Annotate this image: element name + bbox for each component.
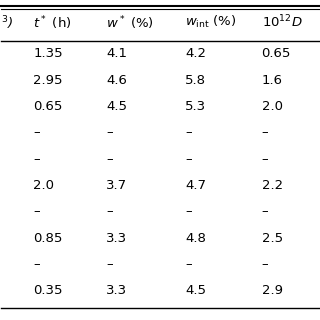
Text: 3.3: 3.3 bbox=[106, 232, 127, 245]
Text: –: – bbox=[106, 153, 113, 166]
Text: 2.5: 2.5 bbox=[261, 232, 283, 245]
Text: 2.95: 2.95 bbox=[33, 74, 63, 87]
Text: –: – bbox=[106, 205, 113, 218]
Text: –: – bbox=[185, 153, 192, 166]
Text: –: – bbox=[261, 258, 268, 271]
Text: 4.8: 4.8 bbox=[185, 232, 206, 245]
Text: –: – bbox=[33, 258, 40, 271]
Text: –: – bbox=[33, 205, 40, 218]
Text: 2.0: 2.0 bbox=[33, 179, 54, 192]
Text: 2.2: 2.2 bbox=[261, 179, 283, 192]
Text: 4.5: 4.5 bbox=[106, 100, 127, 113]
Text: $w^*$ (%): $w^*$ (%) bbox=[106, 14, 154, 32]
Text: 4.7: 4.7 bbox=[185, 179, 206, 192]
Text: 1.6: 1.6 bbox=[261, 74, 283, 87]
Text: –: – bbox=[33, 153, 40, 166]
Text: 3.3: 3.3 bbox=[106, 284, 127, 297]
Text: 5.8: 5.8 bbox=[185, 74, 206, 87]
Text: 2.0: 2.0 bbox=[261, 100, 283, 113]
Text: 0.35: 0.35 bbox=[33, 284, 63, 297]
Text: 0.65: 0.65 bbox=[261, 47, 291, 60]
Text: $10^{12}D$: $10^{12}D$ bbox=[261, 14, 302, 31]
Text: 5.3: 5.3 bbox=[185, 100, 206, 113]
Text: 4.5: 4.5 bbox=[185, 284, 206, 297]
Text: 1.35: 1.35 bbox=[33, 47, 63, 60]
Text: $w_{\rm int}$ (%): $w_{\rm int}$ (%) bbox=[185, 14, 236, 30]
Text: 0.85: 0.85 bbox=[33, 232, 62, 245]
Text: 4.1: 4.1 bbox=[106, 47, 127, 60]
Text: –: – bbox=[33, 126, 40, 140]
Text: –: – bbox=[185, 126, 192, 140]
Text: –: – bbox=[261, 153, 268, 166]
Text: –: – bbox=[185, 258, 192, 271]
Text: 2.9: 2.9 bbox=[261, 284, 283, 297]
Text: 0.65: 0.65 bbox=[33, 100, 62, 113]
Text: –: – bbox=[185, 205, 192, 218]
Text: $^3$): $^3$) bbox=[1, 14, 13, 32]
Text: 3.7: 3.7 bbox=[106, 179, 127, 192]
Text: $t^*$ (h): $t^*$ (h) bbox=[33, 14, 72, 32]
Text: –: – bbox=[106, 258, 113, 271]
Text: –: – bbox=[261, 126, 268, 140]
Text: 4.2: 4.2 bbox=[185, 47, 206, 60]
Text: –: – bbox=[261, 205, 268, 218]
Text: 4.6: 4.6 bbox=[106, 74, 127, 87]
Text: –: – bbox=[106, 126, 113, 140]
